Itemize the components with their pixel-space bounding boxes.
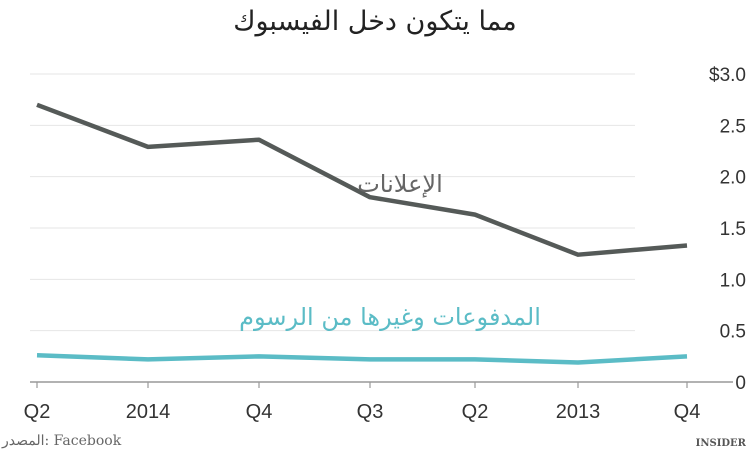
x-tick-label: Q4 [674, 401, 701, 423]
y-tick-label: 0 [735, 373, 746, 394]
x-tick-label: 2014 [126, 401, 171, 423]
source-note: المصدر: Facebook [2, 433, 122, 449]
y-tick-label: 2.0 [720, 168, 746, 189]
y-tick-label: $3.0 [709, 65, 746, 86]
y-tick-label: 2.5 [720, 116, 746, 137]
y-tick-label: 1.0 [720, 270, 746, 291]
y-tick-label: 0.5 [720, 322, 746, 343]
y-tick-label: 1.5 [720, 219, 746, 240]
x-tick-label: Q3 [357, 401, 384, 423]
series-label-ads: الإعلانات [357, 170, 443, 198]
x-tick-label: 2013 [556, 401, 601, 423]
series-line-1 [36, 353, 688, 365]
x-tick-label: Q4 [246, 401, 273, 423]
chart-title: مما يتكون دخل الفيسبوك [233, 6, 517, 37]
series-label-payments: المدفوعات وغيرها من الرسوم [239, 303, 541, 331]
brand-logo: INSIDER [695, 438, 746, 449]
x-tick-label: Q2 [24, 401, 51, 423]
x-tick-label: Q2 [462, 401, 489, 423]
